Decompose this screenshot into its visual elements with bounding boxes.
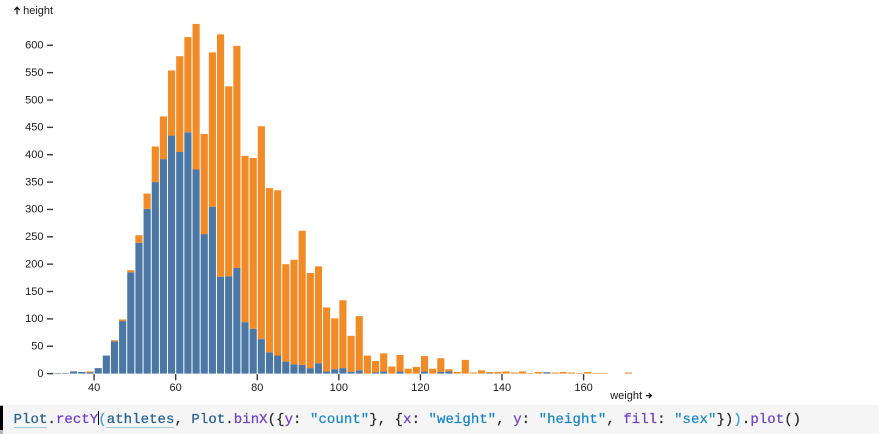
svg-text:height: height	[23, 5, 53, 17]
svg-text:120: 120	[411, 382, 429, 394]
svg-text:550: 550	[25, 67, 43, 79]
svg-text:60: 60	[170, 382, 182, 394]
svg-text:600: 600	[25, 40, 43, 52]
svg-text:450: 450	[25, 122, 43, 134]
svg-text:50: 50	[31, 341, 43, 353]
svg-text:100: 100	[330, 382, 348, 394]
svg-text:weight: weight	[609, 390, 642, 402]
svg-text:500: 500	[25, 94, 43, 106]
svg-text:150: 150	[25, 286, 43, 298]
svg-text:80: 80	[251, 382, 263, 394]
svg-text:300: 300	[25, 204, 43, 216]
svg-text:0: 0	[37, 368, 43, 380]
svg-text:160: 160	[574, 382, 592, 394]
svg-text:400: 400	[25, 149, 43, 161]
svg-text:350: 350	[25, 176, 43, 188]
svg-text:40: 40	[88, 382, 100, 394]
svg-text:100: 100	[25, 313, 43, 325]
svg-text:140: 140	[493, 382, 511, 394]
svg-text:200: 200	[25, 258, 43, 270]
svg-text:250: 250	[25, 231, 43, 243]
